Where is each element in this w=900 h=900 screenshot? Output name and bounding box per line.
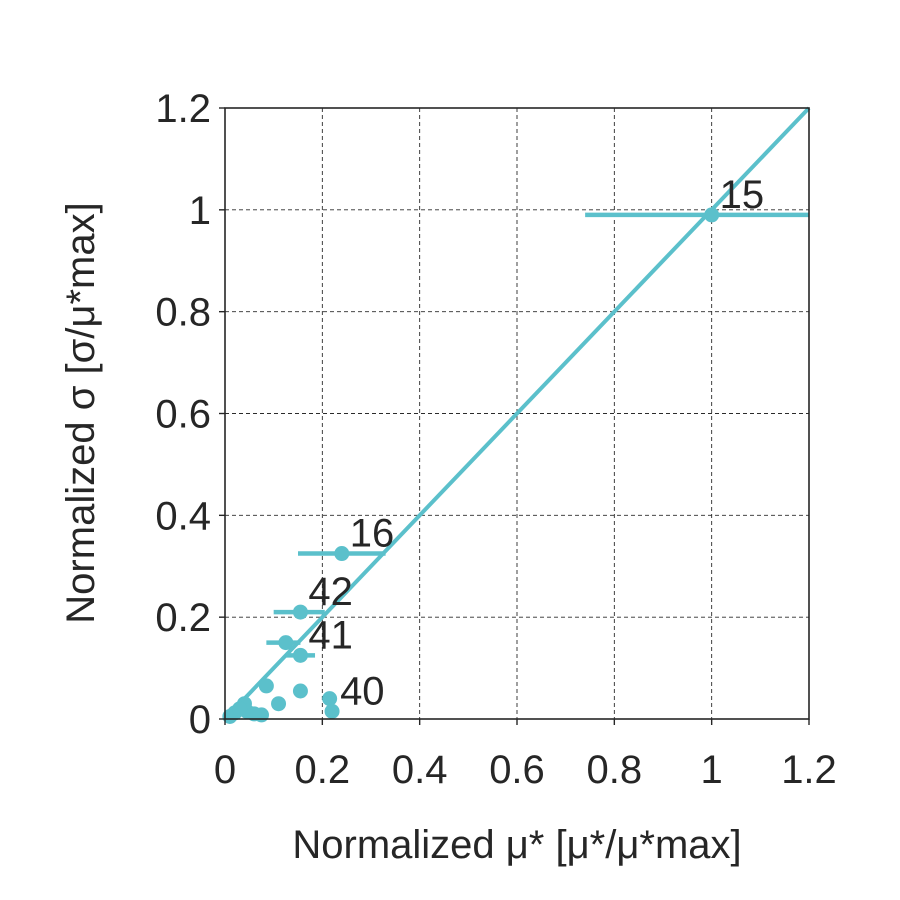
- x-tick-label: 0.8: [587, 748, 643, 792]
- x-tick-labels: 0 0.2 0.4 0.6 0.8 1 1.2: [214, 748, 837, 792]
- point-label: 40: [340, 669, 385, 713]
- x-tick-label: 0.2: [295, 748, 351, 792]
- x-tick-label: 0.4: [392, 748, 448, 792]
- data-point: [292, 604, 308, 620]
- y-tick-label: 0: [189, 698, 211, 742]
- y-tick-label: 1.2: [155, 87, 211, 131]
- x-tick-label: 0.6: [489, 748, 545, 792]
- data-point: [258, 678, 274, 694]
- x-tick-label: 0: [214, 748, 236, 792]
- data-point: [232, 701, 248, 717]
- x-axis-label: Normalized μ* [μ*/μ*max]: [292, 823, 741, 867]
- point-label: 42: [308, 570, 353, 614]
- data-point: [324, 703, 340, 719]
- y-axis-label: Normalized σ [σ/μ*max]: [59, 202, 103, 623]
- y-tick-label: 0.6: [155, 393, 211, 437]
- point-label: 16: [350, 512, 395, 556]
- y-tick-label: 0.4: [155, 494, 211, 538]
- x-tick-label: 1.2: [781, 748, 837, 792]
- data-point: [334, 546, 350, 562]
- point-label: 41: [308, 613, 353, 657]
- data-point: [704, 207, 720, 223]
- axis-ticks: [219, 107, 810, 725]
- data-point: [322, 691, 338, 707]
- data-point: [278, 635, 294, 651]
- y-tick-labels: 0 0.2 0.4 0.6 0.8 1 1.2: [155, 87, 211, 742]
- y-tick-label: 1: [189, 189, 211, 233]
- point-label: 15: [720, 173, 765, 217]
- data-point: [292, 647, 308, 663]
- y-tick-label: 0.8: [155, 291, 211, 335]
- data-point: [292, 683, 308, 699]
- x-tick-label: 1: [701, 748, 723, 792]
- data-point: [246, 706, 262, 722]
- data-point: [271, 696, 287, 712]
- y-tick-label: 0.2: [155, 596, 211, 640]
